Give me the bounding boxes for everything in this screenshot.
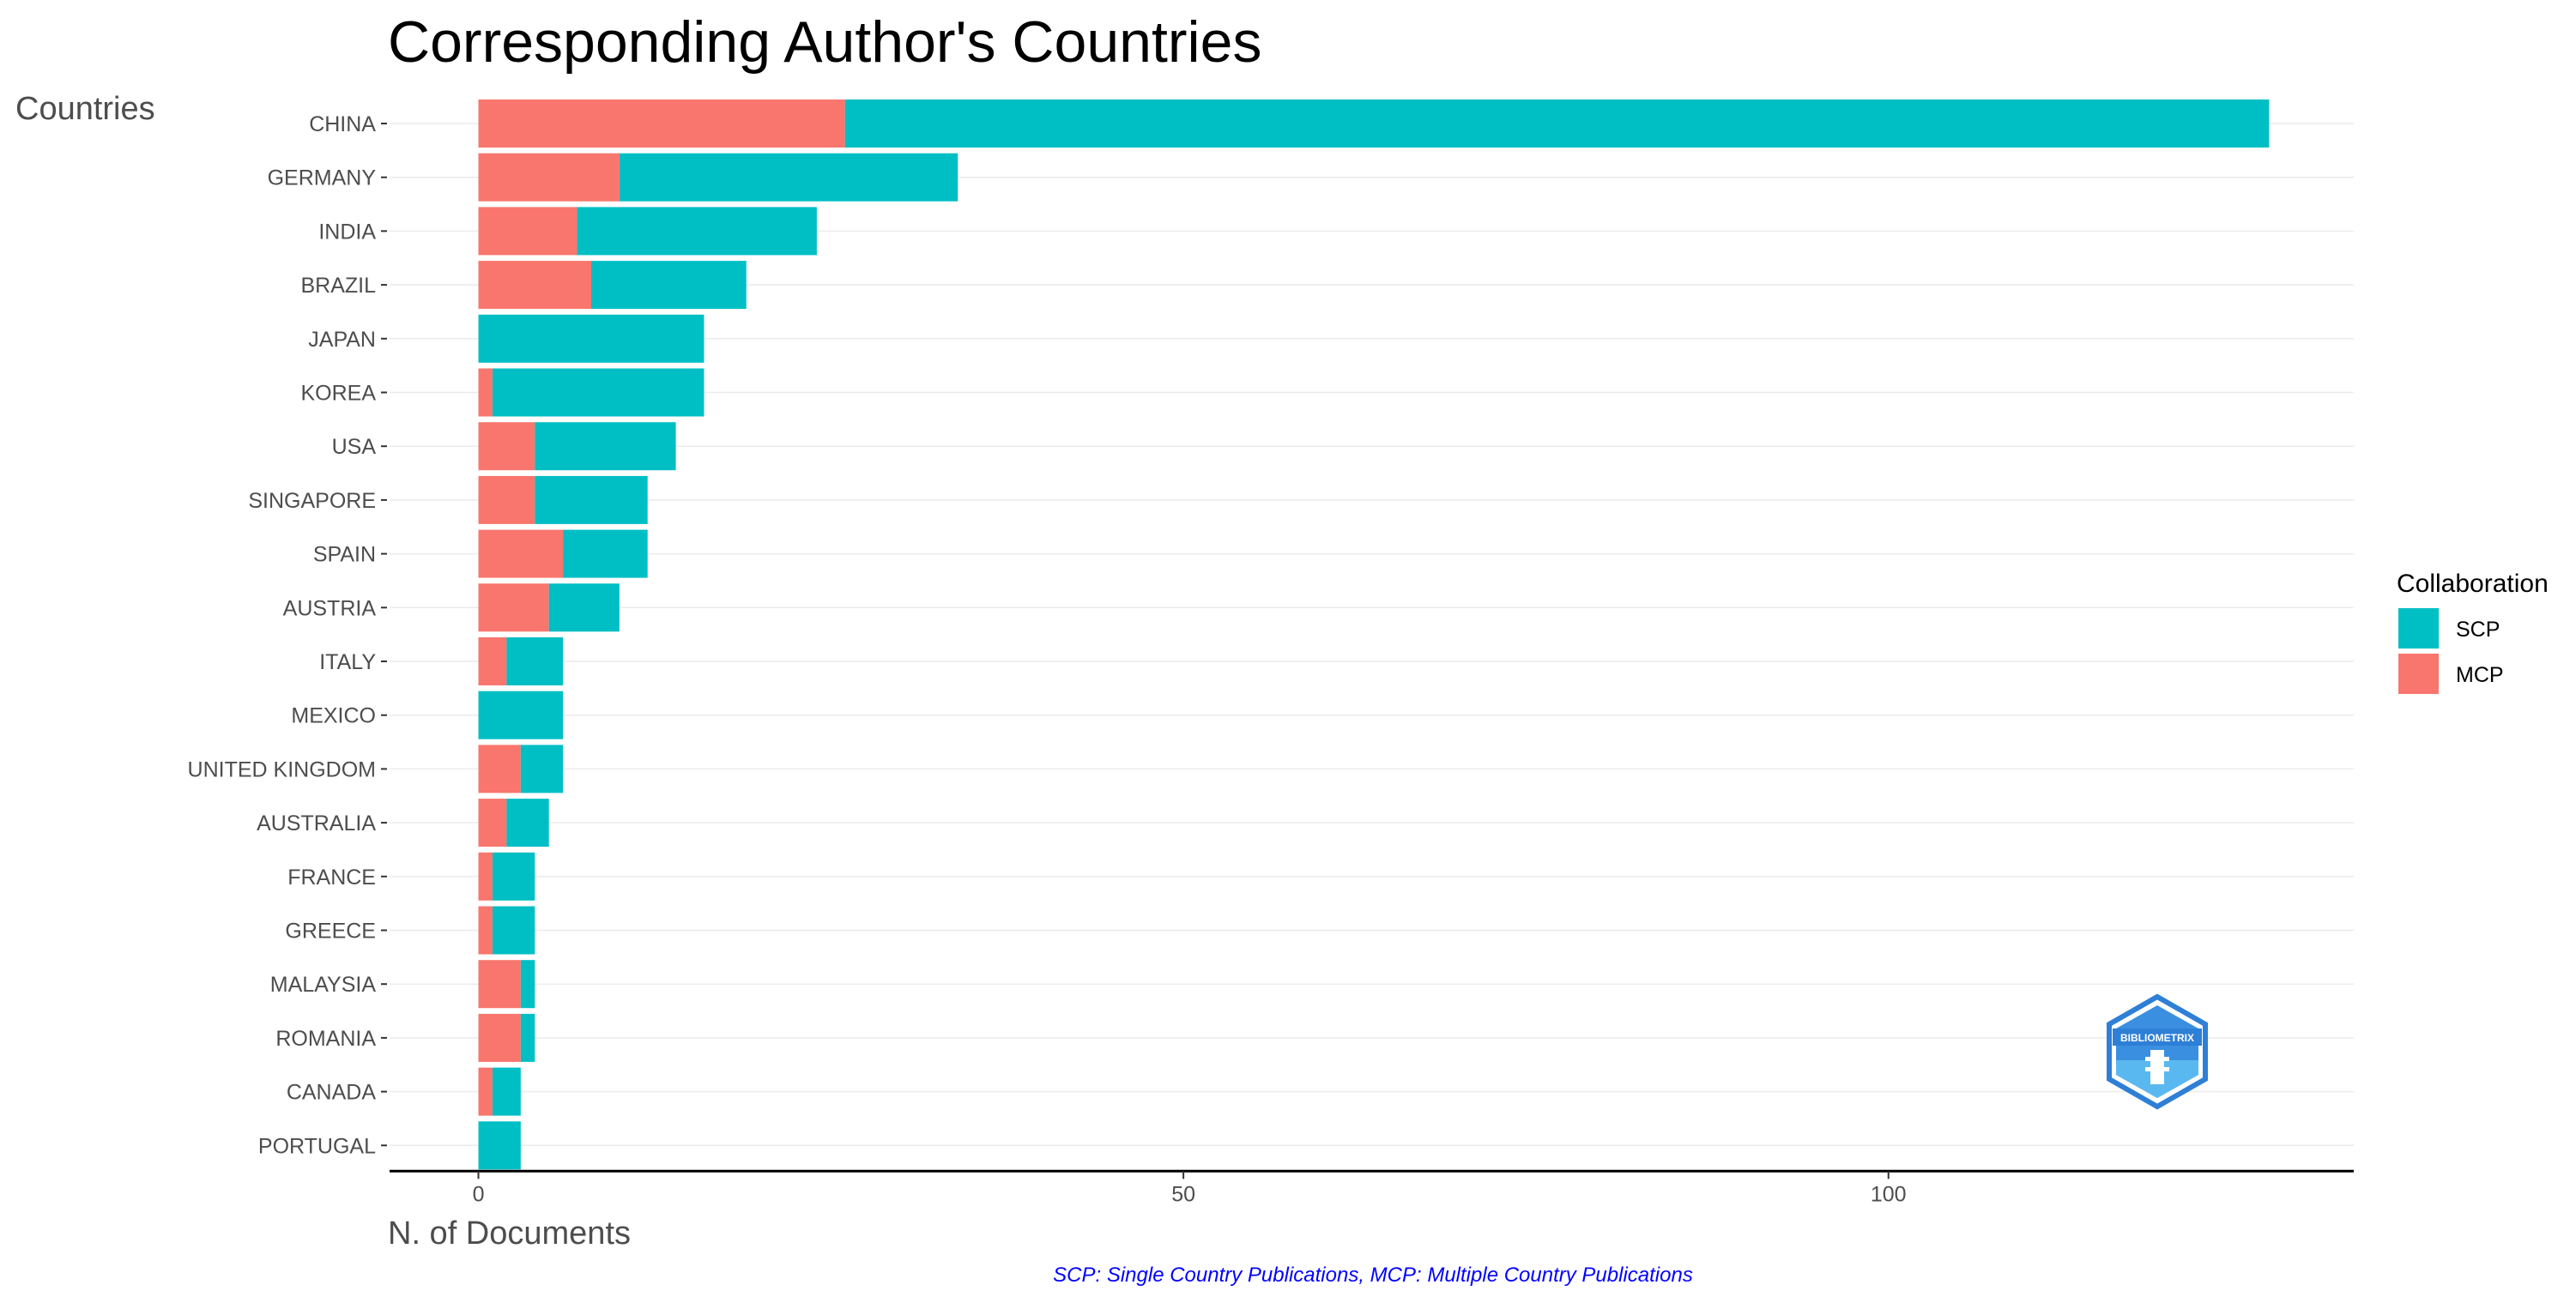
bar-romania-mcp — [478, 1013, 521, 1062]
y-tick-label-brazil: BRAZIL — [300, 274, 376, 298]
bar-china-scp — [844, 100, 2270, 148]
bar-india-scp — [577, 207, 817, 256]
y-tick-label-portugal: PORTUGAL — [258, 1134, 376, 1158]
bar-china-mcp — [478, 100, 845, 148]
bar-austria-mcp — [478, 583, 549, 632]
y-tick-label-canada: CANADA — [287, 1081, 377, 1105]
y-tick-label-greece: GREECE — [285, 920, 376, 944]
bar-korea-mcp — [478, 368, 493, 417]
bar-malaysia-scp — [520, 960, 535, 1009]
y-tick-label-india: INDIA — [318, 220, 376, 244]
bar-canada-mcp — [478, 1067, 493, 1116]
bar-usa-mcp — [478, 422, 535, 471]
x-tick-label-100: 100 — [1871, 1182, 1907, 1206]
caption: SCP: Single Country Publications, MCP: M… — [1053, 1264, 1693, 1287]
bar-austria-scp — [548, 583, 620, 632]
y-tick-label-france: FRANCE — [287, 866, 376, 890]
bar-united-kingdom-scp — [520, 745, 564, 793]
legend-entries: SCP MCP — [2398, 608, 2504, 694]
legend: Collaboration SCP MCP — [2397, 570, 2549, 694]
bar-greece-scp — [492, 906, 535, 955]
logo-wordmark: BIBLIOMETRIX — [2120, 1032, 2194, 1044]
x-axis-title: N. of Documents — [388, 1216, 631, 1252]
legend-label-scp: SCP — [2456, 618, 2500, 642]
x-tick-label-50: 50 — [1171, 1182, 1195, 1206]
logo-banner — [2113, 1028, 2202, 1046]
legend-swatch-scp — [2398, 608, 2439, 648]
bar-brazil-scp — [590, 261, 747, 310]
bar-spain-mcp — [478, 529, 564, 578]
bar-mexico-scp — [478, 691, 564, 739]
bar-canada-scp — [492, 1067, 521, 1116]
logo-tower-crossbar-2 — [2145, 1067, 2169, 1071]
legend-label-mcp: MCP — [2456, 663, 2504, 687]
gridlines — [390, 123, 2354, 1147]
y-tick-label-japan: JAPAN — [308, 328, 376, 352]
bar-korea-scp — [492, 368, 704, 417]
bar-spain-scp — [563, 529, 648, 578]
bar-malaysia-mcp — [478, 960, 521, 1009]
bar-france-scp — [492, 852, 535, 901]
y-tick-label-mexico: MEXICO — [291, 704, 376, 728]
y-tick-label-spain: SPAIN — [313, 543, 376, 567]
legend-title: Collaboration — [2397, 570, 2549, 598]
bar-romania-scp — [520, 1013, 535, 1062]
bar-greece-mcp — [478, 906, 493, 955]
bar-portugal-scp — [478, 1121, 521, 1170]
bar-brazil-mcp — [478, 261, 591, 310]
bibliometrix-logo: BIBLIOMETRIX — [2107, 993, 2208, 1110]
y-axis-title: Countries — [15, 91, 155, 127]
y-tick-label-romania: ROMANIA — [275, 1027, 376, 1051]
y-tick-label-singapore: SINGAPORE — [248, 489, 376, 513]
bar-germany-scp — [619, 153, 958, 202]
y-tick-label-united-kingdom: UNITED KINGDOM — [188, 757, 376, 781]
y-tick-label-china: CHINA — [309, 112, 376, 136]
bar-australia-scp — [506, 799, 549, 848]
y-tick-label-usa: USA — [332, 435, 377, 459]
bar-india-mcp — [478, 207, 577, 256]
bar-germany-mcp — [478, 153, 620, 202]
bar-united-kingdom-mcp — [478, 745, 521, 793]
y-tick-label-malaysia: MALAYSIA — [270, 973, 377, 997]
y-axis-ticks: CHINA GERMANY INDIA BRAZIL JAPAN KOREA USA SING… — [188, 112, 387, 1158]
bar-france-mcp — [478, 852, 493, 901]
y-tick-label-germany: GERMANY — [268, 166, 377, 190]
legend-swatch-mcp — [2398, 654, 2439, 694]
y-tick-label-italy: ITALY — [319, 650, 376, 674]
bar-singapore-mcp — [478, 475, 535, 524]
bar-singapore-scp — [535, 475, 648, 524]
bar-italy-mcp — [478, 637, 507, 685]
bar-japan-scp — [478, 314, 704, 363]
x-axis: 0 50 100 — [390, 1169, 2354, 1206]
y-tick-label-korea: KOREA — [300, 382, 376, 406]
y-tick-label-australia: AUSTRALIA — [257, 811, 376, 835]
y-tick-label-austria: AUSTRIA — [283, 596, 377, 620]
bar-italy-scp — [506, 637, 564, 685]
chart-title: Corresponding Author's Countries — [388, 9, 1261, 75]
bars — [478, 100, 2270, 1170]
logo-tower-crossbar — [2145, 1057, 2169, 1061]
bar-usa-scp — [535, 422, 676, 471]
bar-australia-mcp — [478, 799, 507, 848]
x-tick-label-0: 0 — [473, 1182, 485, 1206]
